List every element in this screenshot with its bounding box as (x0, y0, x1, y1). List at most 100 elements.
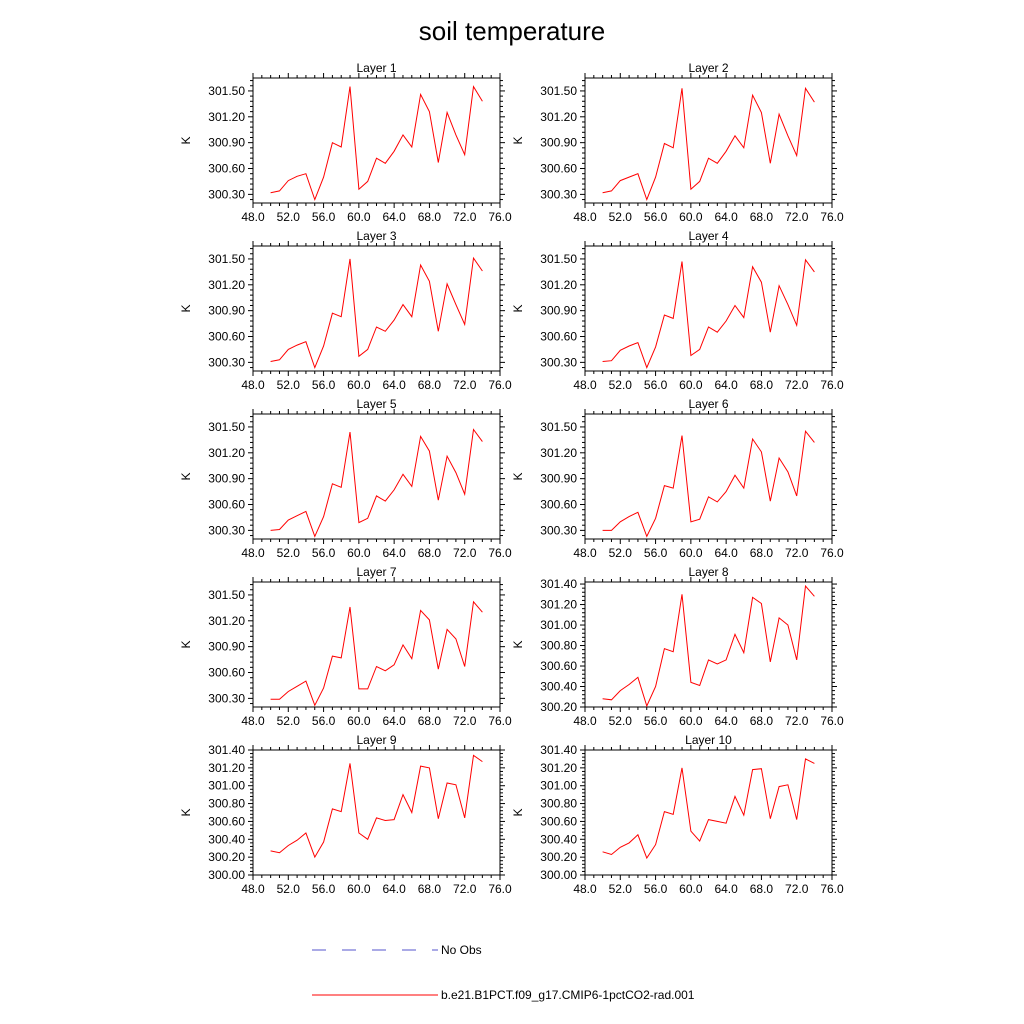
panel-title: Layer 6 (688, 397, 728, 411)
y-tick-label: 301.50 (208, 420, 245, 434)
x-tick-label: 56.0 (312, 378, 336, 392)
y-tick-label: 300.60 (208, 162, 245, 176)
x-tick-label: 72.0 (785, 882, 809, 896)
x-tick-label: 56.0 (312, 210, 336, 224)
x-tick-label: 60.0 (347, 210, 371, 224)
y-tick-label: 301.50 (208, 84, 245, 98)
y-tick-label: 300.90 (540, 304, 577, 318)
x-tick-label: 64.0 (714, 882, 738, 896)
y-tick-label: 301.00 (540, 779, 577, 793)
y-tick-label: 300.60 (208, 666, 245, 680)
x-tick-label: 56.0 (312, 882, 336, 896)
y-tick-label: 300.60 (540, 814, 577, 828)
panel-layer-2: Layer 2 48.0 52.0 56.0 60.0 64.0 68.0 72.0 76.0 3… (511, 61, 844, 224)
y-axis-label: K (179, 136, 193, 144)
panel-layer-3: Layer 3 48.0 52.0 56.0 60.0 64.0 68.0 72.0 76.0 3… (179, 229, 512, 392)
x-tick-label: 52.0 (277, 378, 301, 392)
panel-title: Layer 9 (356, 733, 396, 747)
y-tick-label: 301.40 (208, 743, 245, 757)
y-tick-label: 301.50 (540, 84, 577, 98)
panel-layer-7: Layer 7 48.0 52.0 56.0 60.0 64.0 68.0 72.0 76.0 3… (179, 565, 512, 728)
x-tick-label: 64.0 (714, 546, 738, 560)
y-tick-label: 300.30 (540, 355, 577, 369)
x-tick-label: 64.0 (714, 714, 738, 728)
y-tick-label: 301.20 (208, 110, 245, 124)
y-tick-label: 301.20 (540, 446, 577, 460)
y-axis-label: K (511, 304, 525, 312)
x-tick-label: 48.0 (573, 714, 597, 728)
y-tick-label: 300.90 (208, 304, 245, 318)
x-tick-label: 60.0 (347, 546, 371, 560)
x-tick-label: 76.0 (488, 714, 512, 728)
x-tick-label: 48.0 (573, 546, 597, 560)
x-tick-label: 68.0 (418, 882, 442, 896)
y-tick-label: 300.90 (208, 640, 245, 654)
y-tick-label: 300.60 (540, 162, 577, 176)
x-tick-label: 68.0 (750, 210, 774, 224)
plot-frame (252, 245, 501, 372)
x-tick-label: 56.0 (644, 882, 668, 896)
series-line (602, 258, 815, 369)
panel-title: Layer 8 (688, 565, 728, 579)
y-tick-label: 301.00 (208, 779, 245, 793)
y-tick-label: 301.00 (540, 618, 577, 632)
panel-layer-6: Layer 6 48.0 52.0 56.0 60.0 64.0 68.0 72.0 76.0 3… (511, 397, 844, 560)
x-tick-label: 72.0 (453, 378, 477, 392)
panel-layer-9: Layer 9 48.0 52.0 56.0 60.0 64.0 68.0 72.0 76.0 3… (179, 733, 512, 896)
y-tick-label: 301.40 (540, 743, 577, 757)
x-tick-label: 56.0 (644, 546, 668, 560)
x-tick-label: 48.0 (241, 546, 265, 560)
x-tick-label: 48.0 (241, 714, 265, 728)
y-axis-label: K (179, 808, 193, 816)
x-tick-label: 64.0 (382, 210, 406, 224)
y-tick-label: 301.50 (540, 252, 577, 266)
y-tick-label: 300.90 (540, 472, 577, 486)
y-tick-label: 300.80 (540, 797, 577, 811)
plot-frame (252, 581, 501, 708)
y-tick-label: 301.50 (208, 252, 245, 266)
y-tick-label: 300.30 (208, 691, 245, 705)
y-tick-label: 300.80 (540, 639, 577, 653)
x-tick-label: 72.0 (453, 210, 477, 224)
x-tick-label: 60.0 (679, 882, 703, 896)
y-tick-label: 300.00 (540, 868, 577, 882)
y-tick-label: 301.50 (540, 420, 577, 434)
x-tick-label: 52.0 (277, 210, 301, 224)
x-tick-label: 68.0 (750, 378, 774, 392)
panel-title: Layer 7 (356, 565, 396, 579)
y-tick-label: 300.60 (208, 814, 245, 828)
panel-layer-8: Layer 8 48.0 52.0 56.0 60.0 64.0 68.0 72.0 76.0 3… (511, 565, 844, 728)
plot-frame (252, 413, 501, 540)
x-tick-label: 52.0 (609, 882, 633, 896)
y-axis-label: K (179, 640, 193, 648)
plot-frame (584, 245, 833, 372)
y-axis-label: K (179, 304, 193, 312)
x-tick-label: 76.0 (488, 546, 512, 560)
x-tick-label: 72.0 (785, 546, 809, 560)
x-tick-label: 68.0 (750, 882, 774, 896)
x-tick-label: 60.0 (679, 210, 703, 224)
x-tick-label: 68.0 (418, 210, 442, 224)
x-tick-label: 56.0 (312, 546, 336, 560)
panel-layer-1: Layer 1 48.0 52.0 56.0 60.0 64.0 68.0 72.0 76.0 3… (179, 61, 512, 224)
y-tick-label: 300.60 (208, 330, 245, 344)
x-tick-label: 48.0 (573, 210, 597, 224)
y-tick-label: 301.20 (208, 278, 245, 292)
x-tick-label: 52.0 (609, 378, 633, 392)
y-tick-label: 300.40 (208, 832, 245, 846)
series-line (602, 429, 815, 538)
y-tick-label: 301.50 (208, 588, 245, 602)
y-tick-label: 301.20 (540, 110, 577, 124)
series-line (270, 85, 483, 202)
y-tick-label: 301.20 (540, 761, 577, 775)
panel-title: Layer 4 (688, 229, 728, 243)
x-tick-label: 76.0 (820, 546, 844, 560)
panel-layer-5: Layer 5 48.0 52.0 56.0 60.0 64.0 68.0 72.0 76.0 3… (179, 397, 512, 560)
y-tick-label: 301.20 (540, 278, 577, 292)
plot-frame (252, 77, 501, 204)
x-tick-label: 72.0 (453, 714, 477, 728)
y-tick-label: 300.30 (540, 523, 577, 537)
x-tick-label: 76.0 (820, 882, 844, 896)
x-tick-label: 48.0 (573, 882, 597, 896)
x-tick-label: 72.0 (785, 378, 809, 392)
